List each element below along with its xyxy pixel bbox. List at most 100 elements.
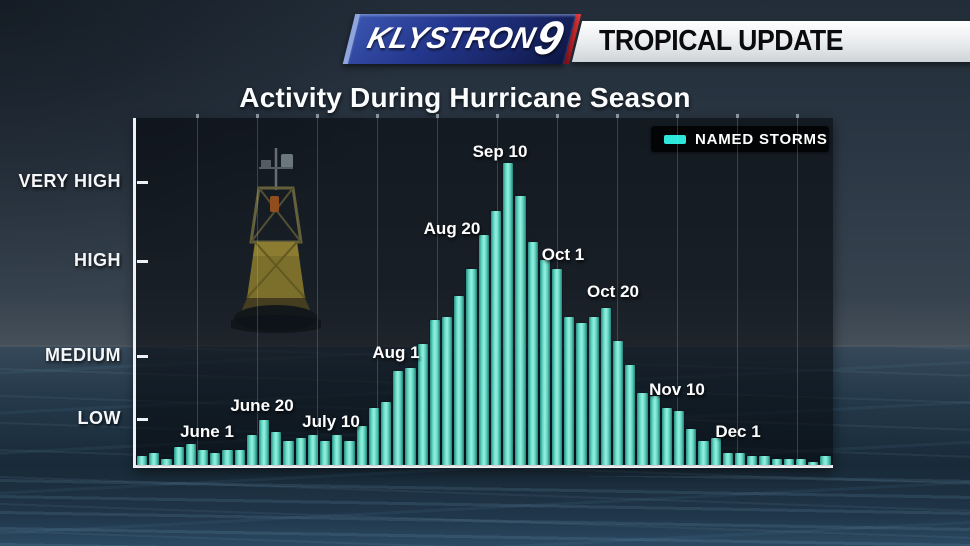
bar — [222, 450, 233, 465]
date-annotation: Oct 20 — [587, 282, 639, 301]
bar — [198, 450, 209, 465]
wave-foam — [0, 476, 970, 546]
bar — [161, 459, 172, 465]
bar — [137, 456, 148, 465]
date-annotation: July 10 — [302, 412, 360, 431]
bar — [344, 441, 355, 465]
gridline — [797, 118, 798, 465]
y-axis-label: VERY HIGH — [18, 171, 121, 191]
y-axis-label: HIGH — [74, 250, 121, 270]
gridline — [497, 118, 498, 465]
bar — [368, 408, 380, 465]
gridline — [437, 118, 438, 465]
bar — [490, 211, 502, 465]
bar — [576, 323, 587, 465]
bar — [393, 371, 404, 465]
date-annotation: Dec 1 — [715, 422, 761, 441]
legend-label: NAMED STORMS — [695, 130, 828, 148]
bar — [527, 242, 538, 465]
date-annotation: Aug 20 — [423, 219, 481, 238]
bar — [295, 438, 306, 465]
bar — [466, 269, 477, 465]
gridline-tick — [616, 114, 619, 118]
bar — [356, 426, 367, 465]
bar — [320, 441, 331, 465]
bar — [259, 420, 270, 465]
bar — [478, 235, 489, 465]
gridline-tick — [316, 114, 319, 118]
bar — [734, 453, 746, 465]
bar — [381, 402, 392, 465]
gridline — [317, 118, 318, 465]
klystron9-logo: KLYSTRON 9 — [342, 10, 577, 64]
gridline — [557, 118, 558, 465]
gridline-tick — [496, 114, 499, 118]
bar — [246, 435, 258, 465]
y-axis-tick — [137, 181, 148, 184]
bar — [454, 296, 465, 465]
date-annotation: Nov 10 — [649, 380, 705, 399]
bar — [515, 196, 526, 465]
gridline — [617, 118, 618, 465]
bar — [637, 393, 648, 465]
bar — [686, 429, 697, 465]
bar — [564, 317, 575, 465]
gridline-tick — [676, 114, 679, 118]
bar — [612, 341, 624, 465]
date-annotation: June 1 — [180, 422, 234, 441]
bar — [149, 453, 160, 465]
bar — [820, 456, 831, 465]
gridline-tick — [256, 114, 259, 118]
gridline — [197, 118, 198, 465]
logo-brand-text: KLYSTRON — [364, 22, 540, 55]
bar — [588, 317, 599, 465]
gridline — [677, 118, 678, 465]
gridline-tick — [436, 114, 439, 118]
bar — [551, 269, 563, 465]
buoy-graphic — [231, 148, 321, 333]
bar — [503, 163, 514, 465]
bar — [808, 462, 819, 465]
bar — [600, 308, 611, 465]
gridline — [257, 118, 258, 465]
bar — [271, 432, 282, 465]
gridline-tick — [736, 114, 739, 118]
bar — [698, 441, 709, 465]
gridline-tick — [556, 114, 559, 118]
bar — [795, 459, 807, 465]
chart-title: Activity During Hurricane Season — [239, 82, 691, 113]
y-axis-tick — [137, 355, 148, 358]
date-annotation: Aug 1 — [372, 343, 420, 362]
y-axis-label: LOW — [77, 408, 121, 428]
bar — [661, 408, 672, 465]
gridline-tick — [376, 114, 379, 118]
gridline-tick — [796, 114, 799, 118]
bar — [625, 365, 636, 465]
date-annotation: Sep 10 — [472, 142, 528, 161]
bar — [185, 444, 197, 465]
banner-title: TROPICAL UPDATE — [599, 25, 844, 57]
y-axis-line — [133, 118, 136, 468]
gridline — [377, 118, 378, 465]
x-axis-line — [133, 465, 833, 468]
bar — [759, 456, 770, 465]
bar — [783, 459, 794, 465]
legend: NAMED STORMS — [651, 126, 829, 152]
legend-swatch — [664, 134, 686, 144]
bar — [442, 317, 453, 465]
bar — [747, 456, 758, 465]
y-axis-tick — [137, 260, 148, 263]
bar — [649, 396, 660, 465]
logo-number: 9 — [529, 10, 570, 64]
bar-series — [137, 121, 831, 465]
y-axis-tick — [137, 418, 148, 421]
gridline — [737, 118, 738, 465]
bar — [539, 260, 550, 465]
bar — [722, 453, 733, 465]
y-axis-labels: VERY HIGH HIGH MEDIUM LOW — [0, 118, 127, 468]
date-annotation: June 20 — [230, 396, 294, 415]
gridline-tick — [196, 114, 199, 118]
plot-area: NAMED STORMS June 1 June 20 July 10 Aug 1 Au… — [133, 114, 833, 468]
date-annotation: Oct 1 — [541, 245, 585, 264]
